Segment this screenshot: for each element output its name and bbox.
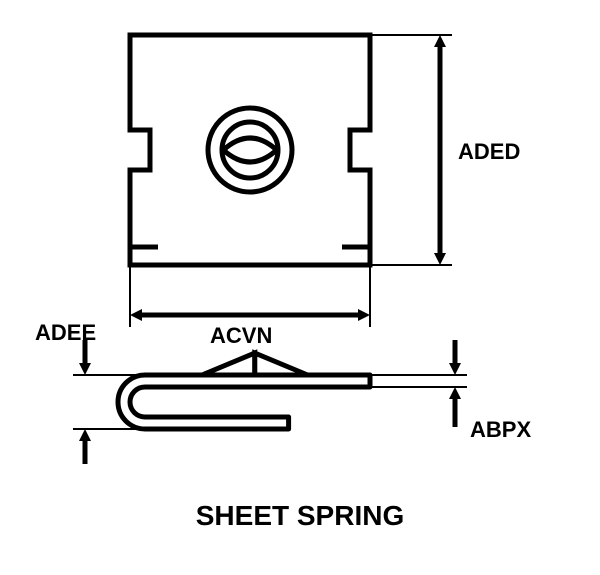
dimension-label-aded: ADED bbox=[458, 139, 520, 165]
dimension-label-acvn: ACVN bbox=[210, 323, 272, 349]
technical-drawing-svg bbox=[0, 0, 600, 570]
diagram-canvas: ADED ACVN ADEE ABPX SHEET SPRING bbox=[0, 0, 600, 570]
dimension-label-adee: ADEE bbox=[35, 320, 96, 346]
dimension-label-abpx: ABPX bbox=[470, 417, 531, 443]
diagram-title: SHEET SPRING bbox=[0, 500, 600, 532]
